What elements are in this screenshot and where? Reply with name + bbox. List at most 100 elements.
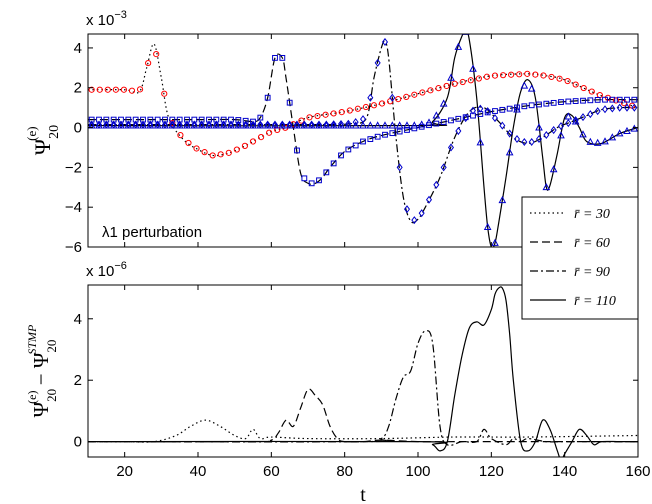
top-marker-circle bbox=[370, 102, 378, 109]
top-marker-circle bbox=[161, 90, 168, 97]
top-marker-circle bbox=[233, 146, 240, 153]
top-marker-triangle bbox=[527, 84, 536, 92]
top-marker-triangle bbox=[601, 137, 609, 145]
top-marker-square bbox=[257, 114, 264, 121]
top-marker-triangle bbox=[535, 123, 543, 131]
top-marker-triangle bbox=[351, 121, 360, 129]
top-marker-diamond bbox=[499, 121, 506, 130]
top-marker-circle bbox=[241, 142, 249, 149]
top-panel: −6 −4 −2 0 2 4 x 10−3 λ1 perturbation Ψ20 (e) bbox=[24, 9, 639, 256]
top-marker-circle bbox=[346, 107, 353, 114]
top-marker-circle bbox=[225, 149, 232, 156]
top-marker-triangle bbox=[300, 121, 309, 129]
top-marker-triangle bbox=[109, 121, 118, 129]
top-axes-frame bbox=[87, 33, 639, 248]
top-marker-triangle bbox=[139, 121, 147, 129]
top-marker-triangle bbox=[373, 121, 382, 129]
top-marker-triangle bbox=[256, 121, 265, 129]
top-marker-triangle bbox=[95, 121, 103, 129]
bottom-xtick-label: 80 bbox=[336, 463, 353, 480]
top-marker-triangle bbox=[410, 121, 419, 129]
top-marker-triangle bbox=[381, 121, 389, 129]
top-marker-triangle bbox=[278, 121, 287, 129]
bottom-ylabel-minus: − Ψ bbox=[29, 352, 53, 390]
top-marker-square bbox=[499, 106, 506, 113]
top-marker-triangle bbox=[146, 121, 155, 129]
top-marker-circle bbox=[540, 72, 547, 79]
legend-label-dashed: r̄ = 60 bbox=[574, 236, 610, 251]
top-ytick-label: 0 bbox=[74, 120, 82, 137]
bottom-exponent-power: −6 bbox=[114, 260, 127, 272]
top-marker-circle bbox=[508, 71, 515, 78]
top-marker-diamond bbox=[440, 163, 447, 172]
top-marker-triangle bbox=[168, 121, 177, 129]
top-marker-circle bbox=[596, 91, 603, 99]
top-marker-circle bbox=[201, 149, 208, 156]
top-marker-triangle bbox=[131, 121, 140, 129]
bottom-xtick-label: 100 bbox=[405, 463, 430, 480]
top-marker-circle bbox=[153, 51, 160, 58]
top-marker-triangle bbox=[359, 121, 367, 129]
top-marker-circle bbox=[354, 105, 361, 112]
top-marker-circle bbox=[306, 114, 313, 121]
bottom-ylabel: Ψ20(e) − Ψ20STMP bbox=[25, 324, 59, 417]
top-marker-square bbox=[338, 152, 344, 159]
top-marker-circle bbox=[403, 93, 410, 101]
top-marker-circle bbox=[620, 100, 628, 107]
top-marker-diamond bbox=[557, 122, 565, 131]
bottom-xtick-label: 160 bbox=[625, 463, 650, 480]
top-marker-triangle bbox=[505, 148, 514, 156]
top-marker-triangle bbox=[234, 121, 243, 129]
top-marker-triangle bbox=[161, 121, 169, 129]
top-marker-triangle bbox=[227, 121, 235, 129]
top-marker-circle bbox=[330, 110, 337, 117]
top-ylabel-main: Ψ bbox=[30, 138, 55, 155]
top-marker-triangle bbox=[249, 121, 257, 129]
bottom-xtick-label: 40 bbox=[190, 463, 207, 480]
top-marker-circle bbox=[475, 75, 482, 82]
top-marker-square bbox=[550, 99, 557, 106]
top-marker-diamond bbox=[447, 143, 455, 152]
top-marker-triangle bbox=[491, 238, 499, 246]
top-marker-diamond bbox=[381, 37, 389, 46]
top-marker-diamond bbox=[587, 110, 594, 119]
top-marker-square bbox=[587, 97, 594, 104]
top-marker-circle bbox=[427, 87, 434, 94]
x-axis-label: t bbox=[360, 484, 366, 504]
top-marker-circle bbox=[435, 85, 442, 92]
top-marker-triangle bbox=[329, 121, 338, 129]
top-marker-circle bbox=[362, 103, 370, 111]
top-marker-diamond bbox=[491, 114, 499, 123]
top-marker-circle bbox=[524, 70, 531, 77]
top-marker-triangle bbox=[293, 121, 301, 129]
top-marker-circle bbox=[298, 117, 305, 124]
top-marker-circle bbox=[572, 81, 579, 88]
top-marker-circle bbox=[338, 109, 345, 116]
top-marker-diamond bbox=[528, 137, 535, 147]
top-marker-square bbox=[624, 96, 630, 103]
top-marker-square bbox=[264, 94, 271, 101]
bottom-ylabel-main: Ψ bbox=[29, 401, 53, 417]
top-series-dotted-line bbox=[88, 43, 638, 157]
top-marker-diamond bbox=[367, 93, 374, 102]
top-marker-diamond bbox=[550, 126, 557, 135]
top-exponent-base: x 10 bbox=[86, 12, 114, 29]
top-marker-triangle bbox=[212, 121, 221, 129]
top-marker-circle bbox=[96, 86, 103, 93]
top-marker-circle bbox=[177, 132, 184, 139]
top-marker-square bbox=[440, 119, 447, 125]
top-marker-square bbox=[455, 115, 462, 122]
top-marker-square bbox=[396, 128, 403, 135]
top-marker-square bbox=[514, 104, 520, 111]
top-ylabel-sup: (e) bbox=[24, 126, 39, 140]
top-exponent-power: −3 bbox=[114, 9, 127, 21]
top-marker-square bbox=[631, 96, 638, 103]
top-marker-triangle bbox=[454, 42, 463, 50]
top-marker-square bbox=[279, 54, 286, 61]
bottom-xtick-label: 120 bbox=[479, 463, 504, 480]
top-marker-diamond bbox=[469, 106, 477, 115]
top-marker-diamond bbox=[543, 130, 550, 140]
top-marker-triangle bbox=[197, 121, 206, 129]
top-ylabel-sub: 20 bbox=[47, 125, 62, 139]
top-marker-circle bbox=[266, 129, 273, 136]
